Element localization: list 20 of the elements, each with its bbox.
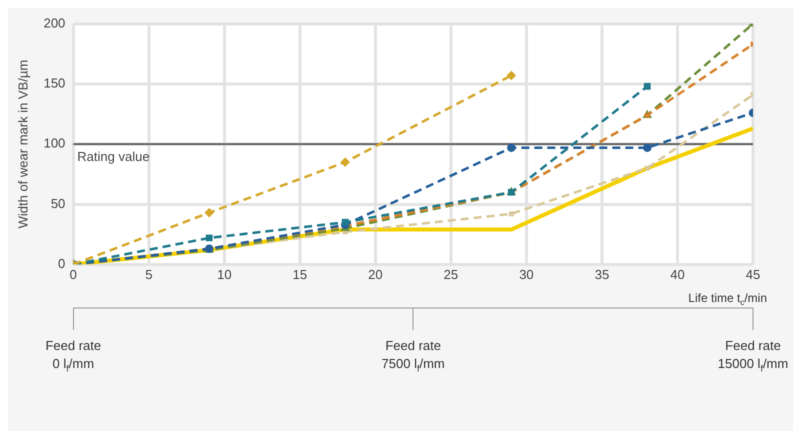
- x-tick-label: 15: [292, 266, 308, 282]
- x-tick-label: 40: [670, 266, 685, 282]
- x2-axis-title: Feed rate: [45, 338, 102, 353]
- x-tick-label: 0: [70, 266, 77, 282]
- y-tick-label: 200: [44, 15, 66, 30]
- x-tick-label: 45: [746, 266, 760, 282]
- x-tick-label: 10: [217, 266, 232, 282]
- y-tick-label: 150: [44, 76, 66, 91]
- text: Feed rate: [725, 338, 781, 353]
- ref-line-label: Rating value: [77, 149, 150, 164]
- x-tick-label: 5: [145, 266, 152, 282]
- x-tick-label: 35: [594, 266, 610, 282]
- y-tick-label: 50: [50, 196, 66, 211]
- x-tick-label: 25: [444, 266, 458, 282]
- y-axis-title: Width of wear mark in VB/µm: [15, 60, 30, 228]
- x-tick-label: 30: [519, 266, 534, 282]
- text: Feed rate: [385, 338, 441, 353]
- y-tick-label: 100: [44, 136, 66, 151]
- y-tick-label: 0: [58, 256, 66, 271]
- x-tick-label: 20: [368, 266, 383, 282]
